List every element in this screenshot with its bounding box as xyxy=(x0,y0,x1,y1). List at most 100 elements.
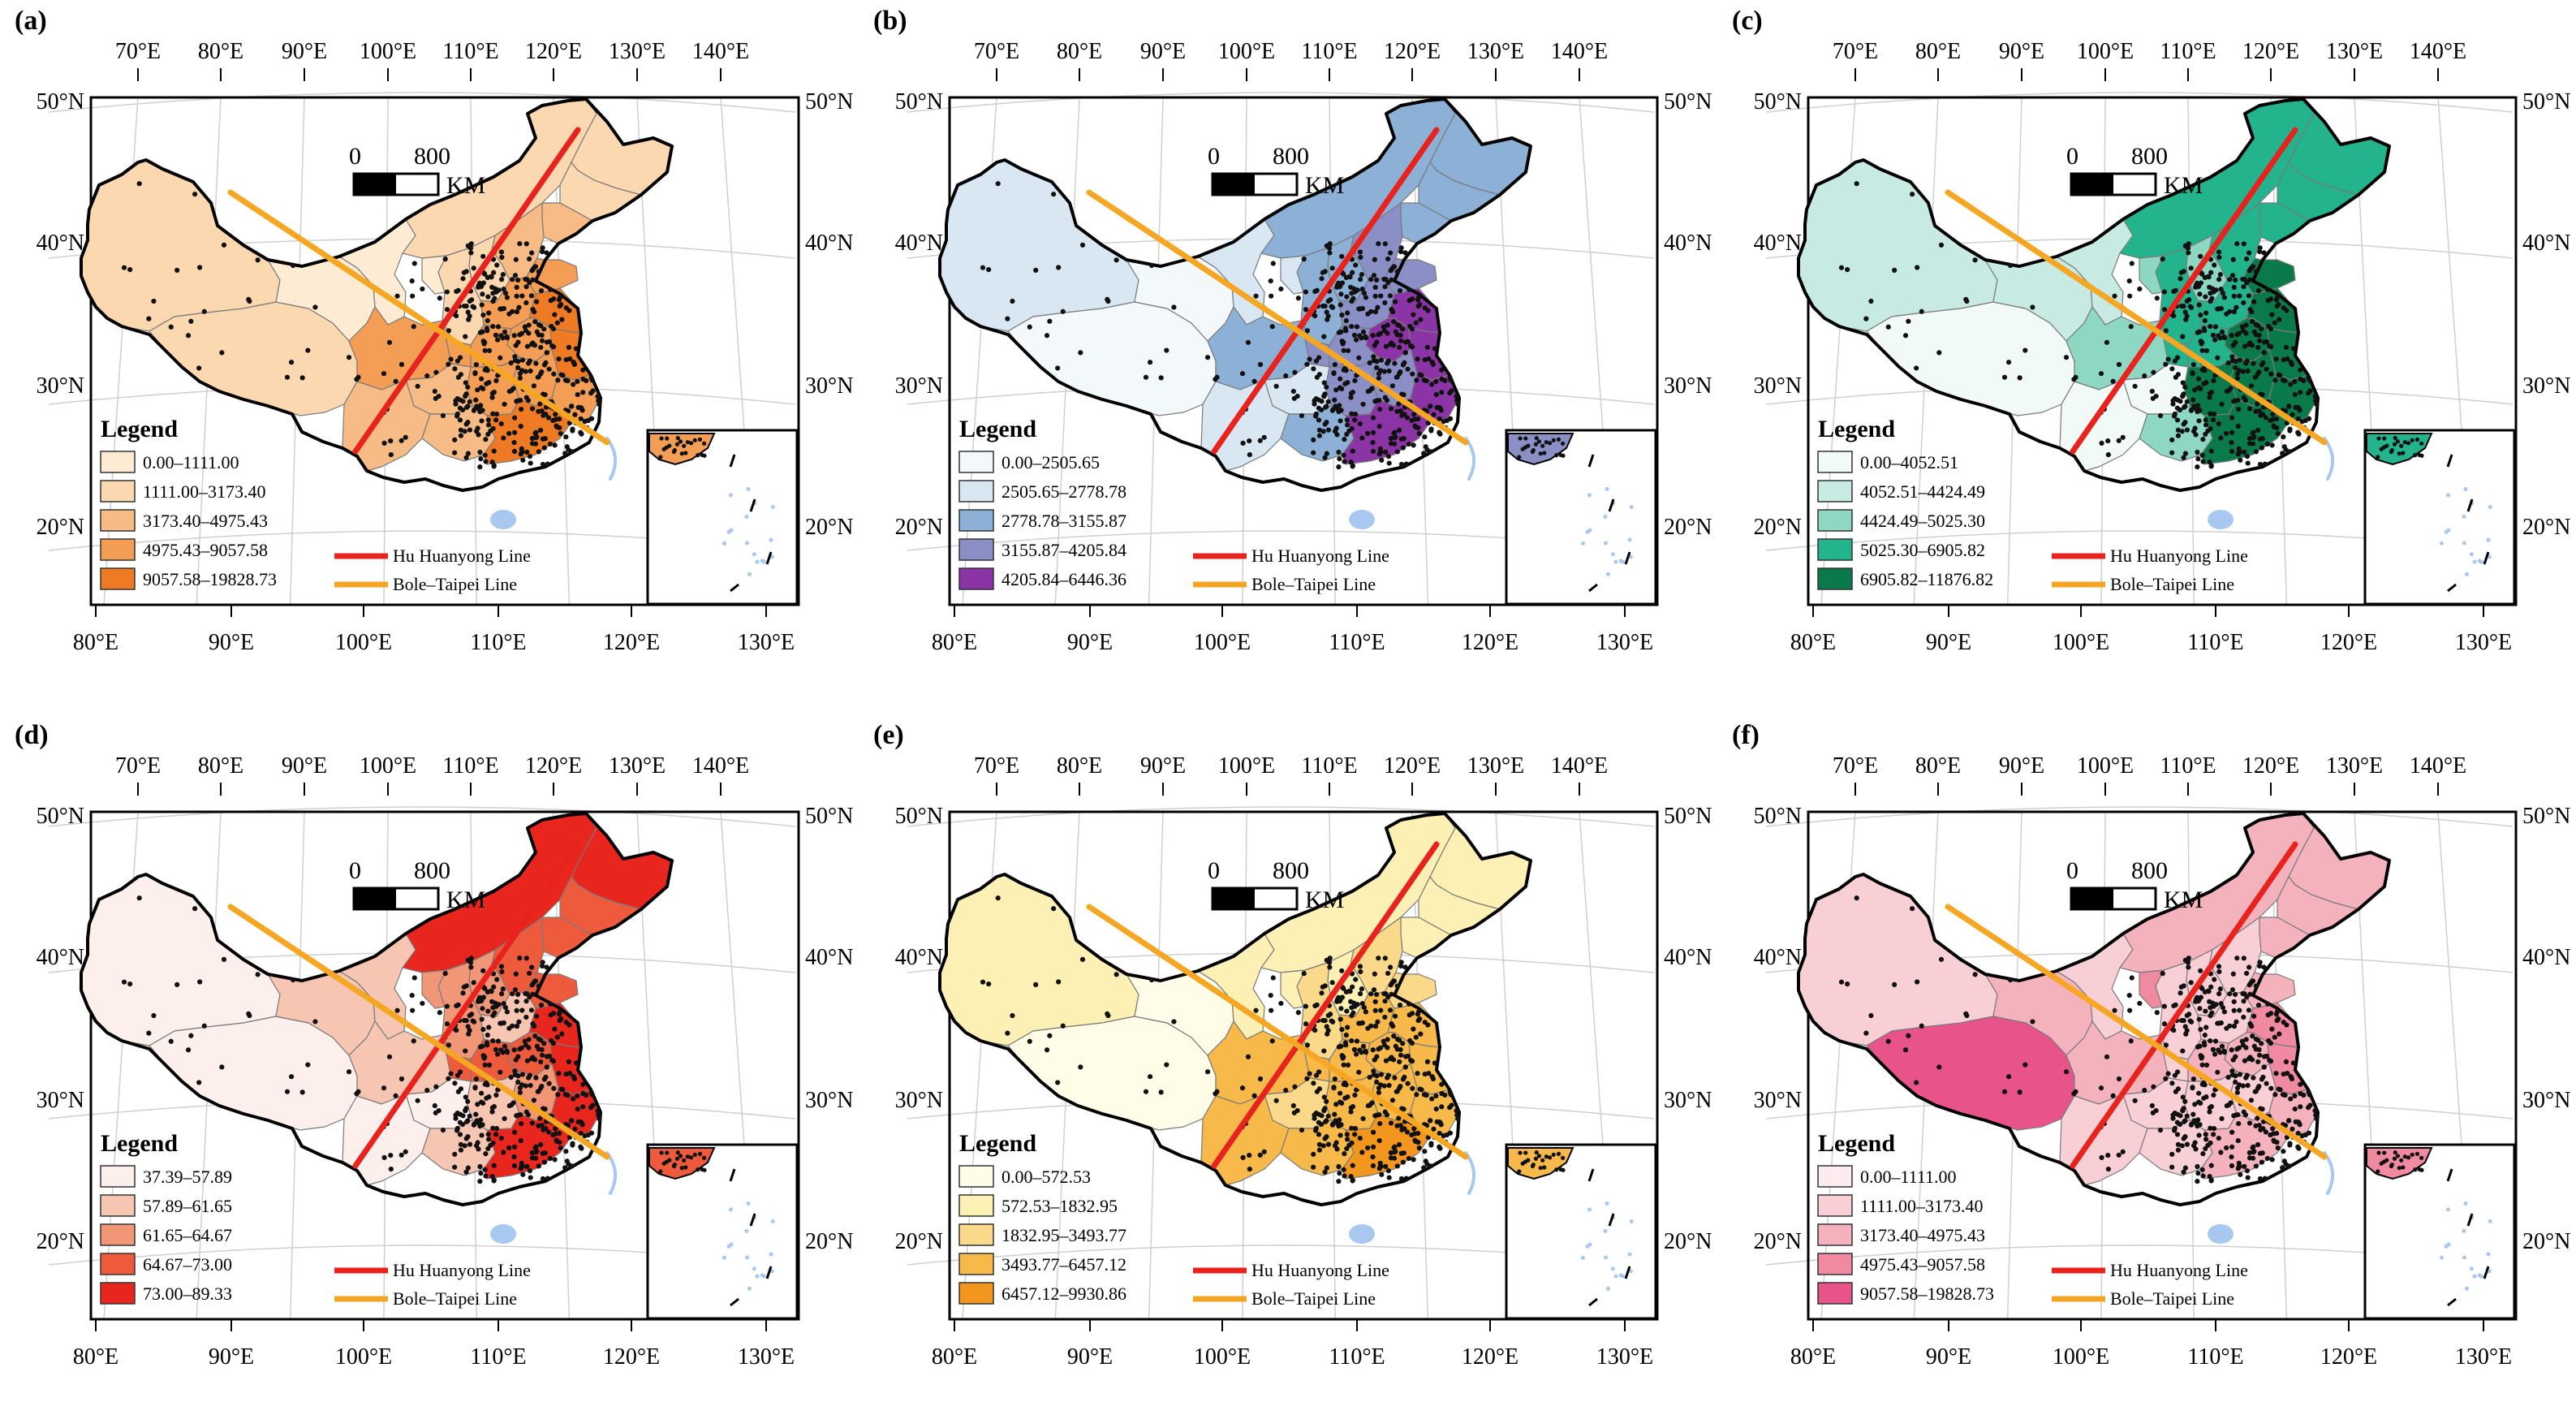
sample-point xyxy=(1338,418,1343,424)
sample-point xyxy=(1247,452,1252,458)
sample-point xyxy=(536,1036,542,1042)
sample-point xyxy=(2292,391,2298,398)
sample-point xyxy=(2229,354,2235,360)
sample-point xyxy=(1324,451,1329,456)
sample-point xyxy=(1269,324,1275,330)
sample-point xyxy=(2251,329,2257,334)
sample-point xyxy=(2257,245,2263,251)
sample-point xyxy=(2196,1016,2202,1022)
inset-point xyxy=(665,436,670,441)
tick-label-right: 30°N xyxy=(1664,373,1712,399)
legend-class-label: 37.39–57.89 xyxy=(143,1167,232,1187)
sample-point xyxy=(545,1176,550,1181)
sample-point xyxy=(500,272,506,278)
sample-point xyxy=(2273,1012,2280,1017)
sample-point xyxy=(2201,1080,2207,1085)
sample-point xyxy=(2251,1144,2256,1150)
sample-point xyxy=(597,1116,602,1122)
inset-point xyxy=(2376,1150,2381,1155)
sample-point xyxy=(1418,317,1424,322)
sample-point xyxy=(2193,1146,2199,1152)
inset-point xyxy=(1520,1161,1525,1166)
boundary-dash xyxy=(729,1168,736,1182)
sample-point xyxy=(1382,241,1388,247)
map-svg-e: (e)70°E 80°E 90°E 100°E 110°E 120°E 130°E 140°E… xyxy=(873,720,1712,1370)
sample-point xyxy=(528,1056,535,1062)
sample-point xyxy=(2253,1163,2259,1169)
sample-point xyxy=(201,1023,207,1029)
sample-point xyxy=(2181,1119,2187,1124)
tick-label-left: 40°N xyxy=(1754,231,1802,256)
sample-point xyxy=(146,1030,152,1036)
sample-point xyxy=(452,1151,458,1157)
sample-point xyxy=(1360,1115,1366,1122)
sample-point xyxy=(2209,1010,2215,1016)
sample-point xyxy=(2295,1130,2301,1137)
sample-point xyxy=(1312,1128,1319,1133)
inset-point xyxy=(688,1155,694,1160)
sample-point xyxy=(1372,971,1377,977)
sample-point xyxy=(1339,994,1346,1000)
sample-point xyxy=(1411,442,1416,448)
sample-point xyxy=(465,1024,471,1029)
sample-point xyxy=(2248,1098,2255,1103)
inset-map xyxy=(1505,429,1657,606)
sample-point xyxy=(2281,356,2286,363)
sample-point xyxy=(537,1141,544,1148)
sample-point xyxy=(493,1132,499,1137)
boundary-dash xyxy=(1588,583,1598,593)
sample-point xyxy=(589,1092,595,1098)
sample-point xyxy=(504,1048,510,1054)
sample-point xyxy=(1311,1081,1316,1086)
sample-point xyxy=(2306,1130,2312,1136)
sample-point xyxy=(1405,1081,1411,1086)
sample-point xyxy=(517,1046,523,1052)
sample-point xyxy=(529,268,535,274)
sample-point xyxy=(532,441,539,447)
sample-point xyxy=(2276,1016,2281,1022)
panel-label: (c) xyxy=(1732,6,1763,36)
sample-point xyxy=(398,1152,404,1158)
sample-point xyxy=(2253,983,2259,989)
sample-point xyxy=(2251,299,2257,304)
sample-point xyxy=(2161,307,2168,313)
inset-point xyxy=(2402,1154,2407,1159)
bole-taipei-line xyxy=(227,189,610,446)
scale-distance: 800 xyxy=(414,857,450,884)
boundary-dash xyxy=(730,1297,739,1307)
sample-point xyxy=(483,1151,489,1157)
tick-label-top: 100°E xyxy=(360,39,416,64)
inset-island xyxy=(1613,1274,1618,1279)
inset-map xyxy=(1505,1143,1657,1320)
sample-point xyxy=(2265,1001,2271,1007)
sample-point xyxy=(2180,393,2186,399)
sample-point xyxy=(2234,241,2240,247)
sample-point xyxy=(526,1037,532,1042)
sample-point xyxy=(522,324,528,330)
sample-point xyxy=(168,1038,174,1044)
sample-point xyxy=(515,365,521,371)
sample-point xyxy=(2246,1120,2253,1126)
sample-point xyxy=(1419,1087,1424,1093)
scale-unit: KM xyxy=(1305,172,1344,199)
sample-point xyxy=(403,1149,408,1154)
sample-point xyxy=(2253,321,2259,328)
sample-point xyxy=(1299,1127,1305,1133)
sample-point xyxy=(479,376,485,382)
sample-point xyxy=(2199,1167,2205,1172)
sample-point xyxy=(479,1132,485,1138)
sample-point xyxy=(542,392,548,398)
sample-point xyxy=(533,1144,539,1150)
sample-point xyxy=(1341,1062,1346,1068)
sample-point xyxy=(2250,441,2256,447)
tick-label-top: 100°E xyxy=(1218,753,1275,779)
sample-point xyxy=(305,347,311,353)
sample-point xyxy=(1332,1076,1338,1082)
sample-point xyxy=(2153,393,2159,399)
sample-point xyxy=(1319,990,1325,996)
inset-point xyxy=(2397,451,2402,456)
sample-point xyxy=(1388,982,1394,988)
sample-point xyxy=(1938,242,1945,248)
inset-point xyxy=(1533,442,1539,447)
sample-point xyxy=(1352,1126,1359,1132)
